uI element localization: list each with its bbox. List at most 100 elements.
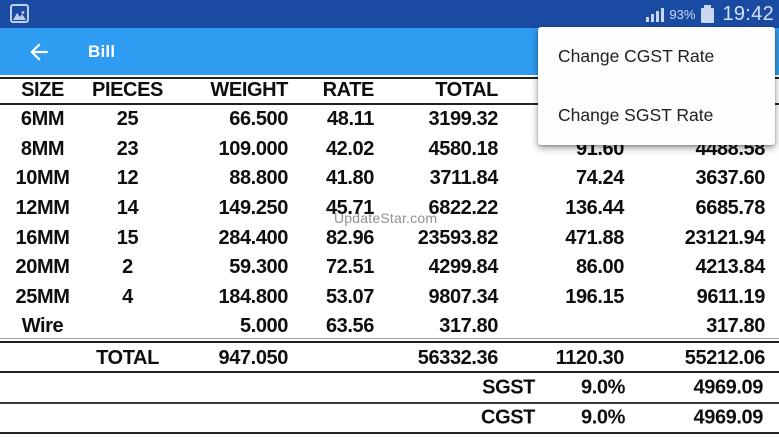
- table-cell: 23593.82: [417, 226, 499, 249]
- table-cell: [85, 312, 170, 342]
- signal-icon: [646, 8, 665, 22]
- table-cell: Wire: [21, 315, 64, 338]
- table-cell: 3199.32: [428, 108, 499, 131]
- divider: [0, 432, 779, 434]
- cgst-label: CGST: [481, 406, 535, 429]
- total-row: TOTAL 947.050 56332.36 1120.30 55212.06: [0, 345, 779, 371]
- total-cell-empty: [290, 345, 376, 371]
- dropdown-menu: Change CGST Rate Change SGST Rate: [538, 27, 775, 145]
- table-cell: 9611.19: [696, 285, 766, 308]
- table-cell: 53.07: [325, 285, 374, 308]
- bill-table: SIZE PIECES WEIGHT RATE TOTAL 6MM 25 66.50…: [0, 75, 779, 438]
- cgst-row: CGST 9.0% 4969.09: [0, 404, 779, 432]
- table-cell: 6822.22: [428, 197, 499, 220]
- table-cell: 48.11: [327, 108, 374, 131]
- table-cell: 72.51: [325, 256, 374, 279]
- table-cell: 471.88: [565, 226, 624, 249]
- divider: [0, 338, 779, 339]
- table-cell: 6685.78: [695, 197, 766, 220]
- table-cell: 3711.84: [429, 167, 499, 190]
- table-cell: 45.71: [325, 197, 374, 220]
- table-cell: 25MM: [15, 285, 70, 308]
- table-cell: 15: [116, 226, 139, 249]
- table-row[interactable]: 16MM 15 284.400 82.96 23593.82 471.88 23121.94: [0, 223, 779, 253]
- sgst-rate: 9.0%: [581, 376, 625, 398]
- clock: 19:42: [722, 2, 774, 25]
- table-cell: 63.56: [325, 315, 374, 338]
- table-row[interactable]: Wire 5.000 63.56 317.80 317.80: [0, 312, 779, 342]
- table-cell: 2: [122, 256, 133, 279]
- back-arrow-icon[interactable]: [26, 39, 52, 65]
- total-cell-empty: [0, 345, 85, 371]
- header-total: TOTAL: [435, 79, 498, 101]
- table-row[interactable]: 6MM 25 66.500 48.11 3199.32: [0, 105, 779, 135]
- battery-percent: 93%: [669, 6, 696, 22]
- header-pieces: PIECES: [92, 79, 163, 101]
- status-bar-right: 93% 19:42: [646, 0, 774, 28]
- total-weight: 947.050: [218, 346, 289, 369]
- table-cell: 59.300: [229, 256, 288, 279]
- table-cell: 196.15: [565, 285, 624, 308]
- page-title: Bill: [88, 42, 116, 61]
- table-cell: 136.44: [565, 197, 624, 220]
- table-cell: 88.800: [229, 167, 288, 190]
- header-rate: RATE: [322, 79, 375, 101]
- table-cell: 317.80: [439, 315, 498, 338]
- table-cell: 20MM: [15, 256, 70, 279]
- screenshot-notification-icon: [10, 4, 29, 23]
- menu-item-change-cgst-rate[interactable]: Change CGST Rate: [558, 46, 715, 66]
- table-cell: 4580.18: [428, 137, 499, 160]
- total-col6: 1120.30: [555, 346, 625, 369]
- table-cell: 25: [116, 108, 139, 131]
- divider: [0, 103, 779, 105]
- divider: [0, 371, 779, 373]
- sgst-row: SGST 9.0% 4969.09: [0, 373, 779, 402]
- table-cell: 8MM: [20, 137, 65, 160]
- cgst-rate: 9.0%: [581, 406, 625, 429]
- header-weight: WEIGHT: [210, 79, 288, 101]
- table-cell: 9807.34: [428, 285, 499, 308]
- table-cell: 149.250: [218, 197, 289, 220]
- table-row[interactable]: 10MM 12 88.800 41.80 3711.84 74.24 3637.60: [0, 164, 779, 194]
- table-row[interactable]: 25MM 4 184.800 53.07 9807.34 196.15 9611.19: [0, 283, 779, 313]
- total-amount: 56332.36: [417, 346, 499, 369]
- table-cell: 23121.94: [684, 226, 766, 249]
- table-cell: 5.000: [239, 315, 288, 338]
- table-header-row: SIZE PIECES WEIGHT RATE TOTAL: [0, 78, 779, 103]
- table-cell: 74.24: [575, 167, 624, 190]
- table-cell: 109.000: [218, 137, 289, 160]
- divider: [0, 77, 779, 79]
- mountain-glyph: [13, 11, 26, 20]
- header-size: SIZE: [21, 79, 64, 101]
- table-cell: 42.02: [325, 137, 374, 160]
- table-cell: 23: [116, 137, 139, 160]
- table-cell: 284.400: [218, 226, 289, 249]
- menu-item-change-sgst-rate[interactable]: Change SGST Rate: [558, 105, 714, 125]
- table-cell: [500, 312, 628, 342]
- table-cell: 4: [122, 285, 133, 308]
- sgst-label: SGST: [482, 376, 535, 398]
- table-cell: 12: [116, 167, 139, 190]
- divider: [0, 341, 779, 343]
- table-cell: 4213.84: [695, 256, 766, 279]
- status-bar: 93% 19:42: [0, 0, 779, 28]
- table-cell: 10MM: [15, 167, 70, 190]
- total-label: TOTAL: [96, 346, 159, 369]
- table-cell: 86.00: [575, 256, 624, 279]
- table-cell: 16MM: [15, 226, 70, 249]
- total-col7: 55212.06: [684, 346, 766, 369]
- table-cell: 6MM: [20, 108, 65, 131]
- table-cell: 66.500: [229, 108, 288, 131]
- table-cell: 12MM: [15, 197, 70, 220]
- table-cell: 14: [116, 197, 139, 220]
- watermark: UpdateStar.com: [334, 210, 438, 226]
- table-row[interactable]: 20MM 2 59.300 72.51 4299.84 86.00 4213.84: [0, 253, 779, 283]
- sgst-amount: 4969.09: [693, 376, 764, 398]
- table-cell: 3637.60: [695, 167, 766, 190]
- table-cell: 41.80: [325, 167, 374, 190]
- table-cell: 184.800: [218, 285, 289, 308]
- table-row[interactable]: 12MM 14 149.250 45.71 6822.22 136.44 6685.78: [0, 194, 779, 224]
- cgst-amount: 4969.09: [693, 406, 764, 429]
- table-cell: 317.80: [706, 315, 765, 338]
